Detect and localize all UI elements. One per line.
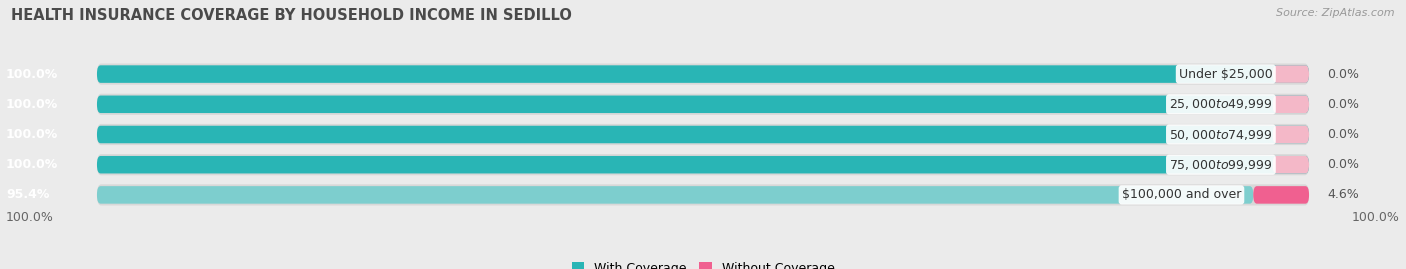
Text: $75,000 to $99,999: $75,000 to $99,999 — [1170, 158, 1272, 172]
Text: 0.0%: 0.0% — [1327, 158, 1360, 171]
FancyBboxPatch shape — [97, 186, 1253, 204]
Text: 100.0%: 100.0% — [6, 128, 58, 141]
FancyBboxPatch shape — [97, 156, 1309, 174]
Text: 0.0%: 0.0% — [1327, 128, 1360, 141]
FancyBboxPatch shape — [97, 184, 1309, 206]
FancyBboxPatch shape — [97, 95, 1309, 113]
Text: 100.0%: 100.0% — [6, 158, 58, 171]
Text: 95.4%: 95.4% — [6, 188, 49, 201]
Text: $25,000 to $49,999: $25,000 to $49,999 — [1170, 97, 1272, 111]
FancyBboxPatch shape — [1272, 65, 1309, 83]
Text: 0.0%: 0.0% — [1327, 68, 1360, 81]
FancyBboxPatch shape — [97, 63, 1309, 85]
FancyBboxPatch shape — [1272, 126, 1309, 143]
Text: 4.6%: 4.6% — [1327, 188, 1360, 201]
Text: 0.0%: 0.0% — [1327, 98, 1360, 111]
Text: 100.0%: 100.0% — [6, 98, 58, 111]
FancyBboxPatch shape — [97, 126, 1309, 143]
Text: $50,000 to $74,999: $50,000 to $74,999 — [1170, 128, 1272, 141]
FancyBboxPatch shape — [97, 124, 1309, 145]
FancyBboxPatch shape — [1253, 186, 1309, 204]
Text: Under $25,000: Under $25,000 — [1178, 68, 1272, 81]
Text: 100.0%: 100.0% — [6, 211, 53, 224]
FancyBboxPatch shape — [1272, 95, 1309, 113]
Text: HEALTH INSURANCE COVERAGE BY HOUSEHOLD INCOME IN SEDILLO: HEALTH INSURANCE COVERAGE BY HOUSEHOLD I… — [11, 8, 572, 23]
FancyBboxPatch shape — [97, 94, 1309, 115]
Text: 100.0%: 100.0% — [1353, 211, 1400, 224]
Text: 100.0%: 100.0% — [6, 68, 58, 81]
Text: $100,000 and over: $100,000 and over — [1122, 188, 1241, 201]
FancyBboxPatch shape — [97, 154, 1309, 175]
FancyBboxPatch shape — [97, 65, 1309, 83]
Legend: With Coverage, Without Coverage: With Coverage, Without Coverage — [567, 257, 839, 269]
Text: Source: ZipAtlas.com: Source: ZipAtlas.com — [1277, 8, 1395, 18]
FancyBboxPatch shape — [1272, 156, 1309, 174]
